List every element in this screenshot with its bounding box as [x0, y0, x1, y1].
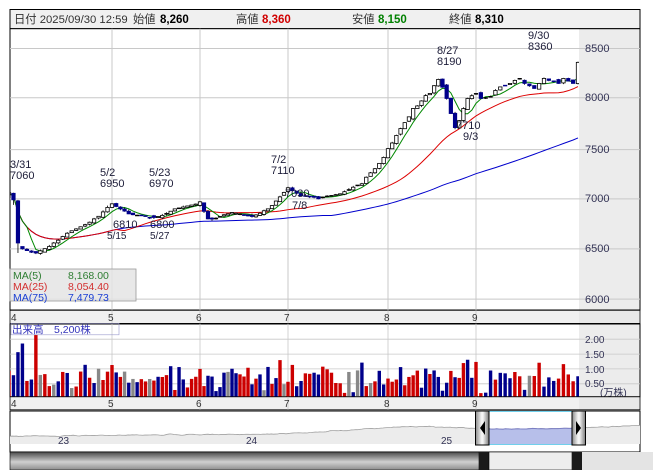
- svg-text:5/27: 5/27: [150, 231, 170, 242]
- svg-text:8000: 8000: [585, 92, 609, 104]
- svg-text:6000: 6000: [585, 294, 609, 306]
- svg-text:7: 7: [284, 399, 290, 410]
- svg-text:5/15: 5/15: [107, 231, 127, 242]
- svg-text:4: 4: [11, 313, 17, 324]
- svg-text:7,479.73: 7,479.73: [68, 292, 109, 304]
- svg-text:8,150: 8,150: [378, 14, 407, 26]
- svg-text:6810: 6810: [113, 219, 137, 231]
- svg-text:6800: 6800: [150, 219, 174, 231]
- svg-text:5: 5: [108, 313, 114, 324]
- svg-text:8: 8: [384, 399, 390, 410]
- svg-text:6500: 6500: [585, 243, 609, 255]
- svg-text:8: 8: [384, 313, 390, 324]
- svg-text:安値: 安値: [352, 12, 375, 26]
- svg-text:日付 2025/09/30 12:59: 日付 2025/09/30 12:59: [14, 13, 128, 26]
- svg-text:7030: 7030: [285, 188, 309, 200]
- svg-text:8500: 8500: [585, 43, 609, 55]
- svg-text:9: 9: [472, 399, 478, 410]
- svg-text:7: 7: [284, 313, 290, 324]
- svg-text:4: 4: [11, 399, 17, 410]
- svg-text:9: 9: [472, 313, 478, 324]
- svg-text:8,310: 8,310: [475, 14, 504, 26]
- svg-text:終値: 終値: [449, 12, 472, 26]
- svg-text:2.00: 2.00: [585, 335, 605, 346]
- svg-text:7/8: 7/8: [292, 200, 307, 212]
- svg-text:24: 24: [246, 436, 258, 447]
- svg-text:高値: 高値: [236, 12, 259, 26]
- svg-text:1.00: 1.00: [585, 365, 605, 376]
- svg-text:9/3: 9/3: [463, 131, 478, 143]
- svg-text:MA(75): MA(75): [13, 292, 47, 304]
- svg-text:23: 23: [58, 436, 70, 447]
- svg-text:7500: 7500: [585, 144, 609, 156]
- svg-text:7000: 7000: [585, 193, 609, 205]
- svg-text:1.50: 1.50: [585, 350, 605, 361]
- svg-text:6: 6: [196, 313, 202, 324]
- svg-text:5: 5: [108, 399, 114, 410]
- svg-text:8,260: 8,260: [160, 14, 189, 26]
- svg-text:出来高 5,200株: 出来高 5,200株: [12, 323, 91, 336]
- svg-text:6: 6: [196, 399, 202, 410]
- svg-text:25: 25: [441, 436, 453, 447]
- svg-text:8,360: 8,360: [262, 14, 291, 26]
- svg-text:始値: 始値: [133, 12, 156, 26]
